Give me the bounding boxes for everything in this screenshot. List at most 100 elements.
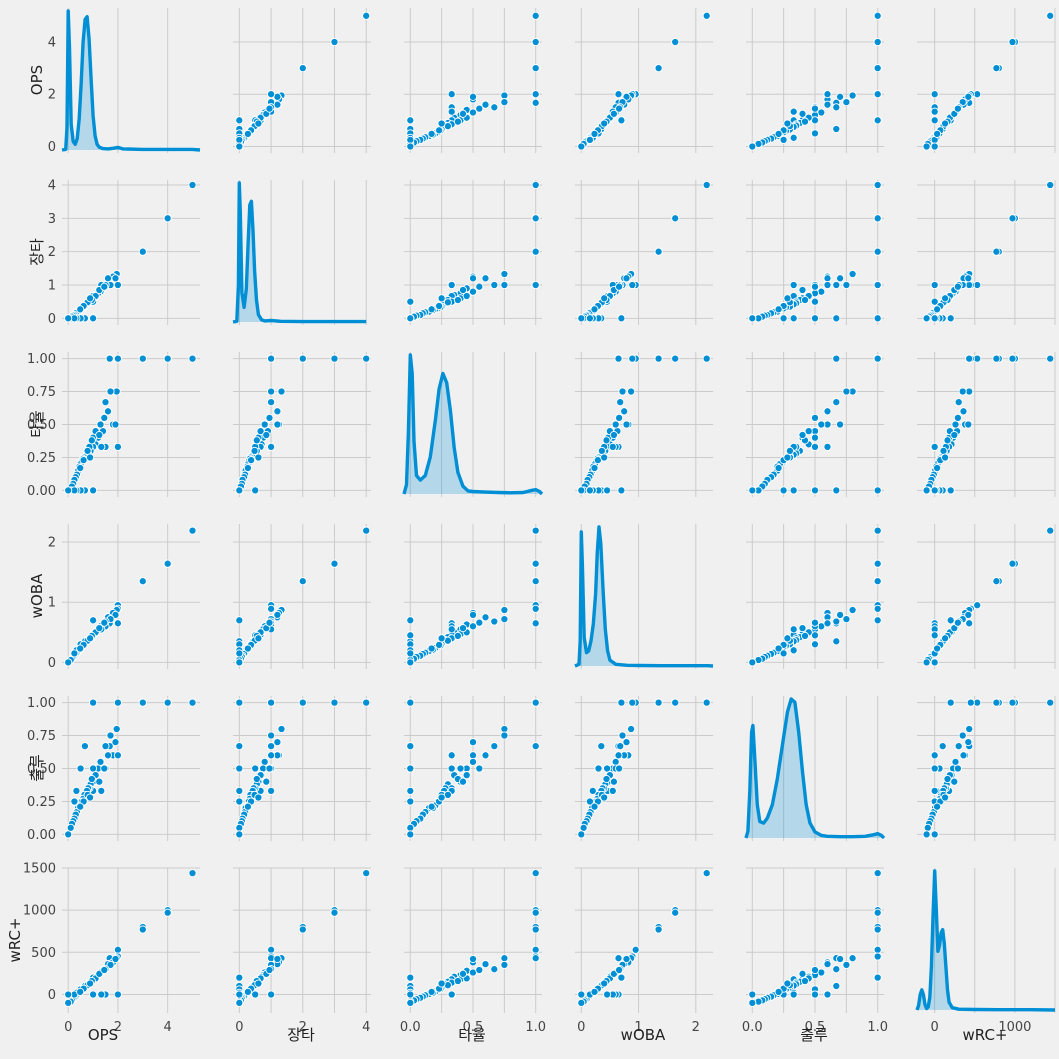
scatter-point <box>836 954 845 964</box>
scatter-point <box>235 830 244 839</box>
ytick-label: 1 <box>48 596 56 611</box>
scatter-point <box>577 998 586 1007</box>
scatter-point <box>954 742 963 751</box>
scatter-point <box>873 214 882 223</box>
scatter-point <box>101 742 110 751</box>
scatter-point <box>235 135 244 144</box>
scatter-point <box>447 107 456 116</box>
scatter-point <box>873 925 882 934</box>
scatter-point <box>100 282 109 291</box>
scatter-point <box>362 11 371 20</box>
scatter-point <box>654 354 663 363</box>
scatter-point <box>848 954 857 963</box>
scatter-point <box>873 577 882 586</box>
scatter-point <box>262 430 271 440</box>
scatter-point <box>468 92 478 101</box>
scatter-point <box>95 624 104 633</box>
scatter-point <box>97 786 106 795</box>
scatter-point <box>965 619 974 628</box>
panel-jangta-vs-woba <box>575 180 713 325</box>
pairplot-panels: 024012340.000.250.500.751.000120.000.250… <box>23 8 1056 1035</box>
scatter-point <box>933 644 942 653</box>
scatter-point <box>959 407 968 416</box>
scatter-point <box>789 646 798 655</box>
scatter-point <box>113 280 122 290</box>
scatter-point <box>628 698 637 707</box>
scatter-point <box>468 751 478 760</box>
scatter-point <box>622 954 631 964</box>
scatter-point <box>163 559 172 568</box>
scatter-point <box>138 698 147 707</box>
scatter-point <box>163 698 172 707</box>
scatter-point <box>810 640 820 649</box>
ytick-label: 2 <box>48 88 56 103</box>
scatter-point <box>930 116 939 125</box>
scatter-point <box>447 764 456 773</box>
scatter-point <box>800 976 810 986</box>
scatter-point <box>590 305 599 314</box>
panel-wrc-vs-jangta: 0 2 4 <box>233 867 371 1035</box>
panel-jangta-vs-chulru <box>746 180 884 325</box>
scatter-point <box>748 658 757 667</box>
scatter-point <box>748 314 757 323</box>
scatter-point <box>1008 559 1017 568</box>
scatter-point <box>243 644 252 653</box>
scatter-point <box>615 965 624 975</box>
scatter-point <box>783 453 792 462</box>
scatter-point <box>70 649 79 658</box>
scatter-point <box>406 314 415 323</box>
scatter-point <box>531 604 540 613</box>
scatter-point <box>113 945 122 954</box>
scatter-point <box>832 354 841 363</box>
scatter-point <box>531 869 540 878</box>
panel-wrc-vs-woba: 0 1 2 <box>575 867 713 1035</box>
scatter-point <box>600 294 609 303</box>
scatter-point <box>810 486 820 495</box>
scatter-point <box>468 610 478 619</box>
scatter-point <box>89 616 98 625</box>
scatter-point <box>76 644 85 653</box>
scatter-point <box>64 486 73 495</box>
scatter-point <box>836 274 845 283</box>
scatter-point <box>500 731 509 740</box>
scatter-point <box>628 280 637 290</box>
scatter-point <box>267 604 276 613</box>
scatter-point <box>577 830 586 839</box>
scatter-point <box>267 751 276 760</box>
scatter-point <box>810 297 820 306</box>
scatter-point <box>798 430 807 440</box>
scatter-point <box>622 92 631 101</box>
scatter-point <box>798 109 807 118</box>
scatter-point <box>614 354 623 363</box>
scatter-point <box>842 960 851 969</box>
xtick-label: 2 <box>114 1020 122 1035</box>
scatter-point <box>500 280 509 290</box>
scatter-point <box>70 797 79 806</box>
scatter-point <box>933 305 942 314</box>
scatter-point <box>1046 11 1055 20</box>
xtick-label: 0 <box>577 1020 585 1035</box>
panel-tayul-vs-wrc <box>917 352 1056 497</box>
scatter-point <box>748 486 757 495</box>
scatter-point <box>779 135 788 144</box>
scatter-point <box>930 830 939 839</box>
scatter-point <box>1008 214 1017 223</box>
scatter-point <box>87 436 96 445</box>
scatter-point <box>235 658 244 667</box>
panel-wrc-vs-ops: 0 500 1000 1500 0 2 4 <box>23 862 200 1035</box>
scatter-point <box>89 486 98 495</box>
scatter-point <box>965 724 974 734</box>
scatter-point <box>64 998 73 1007</box>
scatter-point <box>453 295 462 305</box>
scatter-point <box>823 407 832 416</box>
scatter-point <box>654 64 663 73</box>
ytick-label: 2 <box>48 536 56 551</box>
scatter-point <box>590 802 599 811</box>
ytick-label: 0.50 <box>27 762 56 777</box>
scatter-point <box>406 786 415 795</box>
scatter-point <box>1008 354 1017 363</box>
panel-chulru-vs-woba <box>575 696 713 841</box>
scatter-point <box>585 135 594 144</box>
xlabel-jangta: 장타 <box>287 1026 315 1044</box>
scatter-point <box>594 764 603 773</box>
